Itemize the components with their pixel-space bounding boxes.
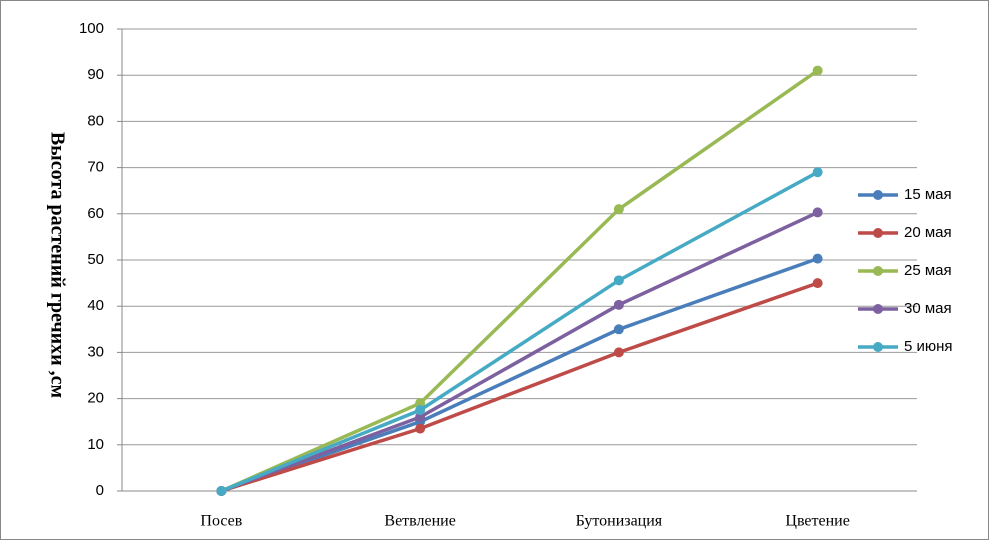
series-line [220, 281, 819, 493]
data-point [812, 207, 823, 218]
x-tick-label: Бутонизация [576, 513, 663, 530]
data-point [415, 412, 426, 423]
legend-label: 5 июня [904, 338, 953, 355]
y-tick-label: 40 [87, 297, 104, 314]
x-tick-label: Посев [200, 513, 242, 530]
x-tick-label: Цветение [785, 513, 849, 530]
legend-label: 30 мая [904, 300, 952, 317]
data-point [613, 275, 624, 286]
data-point [613, 324, 624, 335]
legend-label: 20 мая [904, 224, 952, 241]
data-point [216, 486, 227, 496]
data-point [415, 398, 426, 409]
series-line [220, 170, 819, 493]
data-point [812, 65, 823, 76]
data-point [613, 204, 624, 215]
y-tick-label: 0 [96, 482, 104, 499]
legend-label: 25 мая [904, 262, 952, 279]
data-point [812, 253, 823, 264]
legend-marker [873, 342, 883, 352]
y-tick-label: 10 [87, 436, 104, 453]
y-tick-label: 50 [87, 251, 104, 268]
y-tick-label: 80 [87, 112, 104, 129]
data-point [812, 167, 823, 178]
series-line [220, 210, 819, 493]
data-point [613, 299, 624, 310]
y-tick-label: 90 [87, 66, 104, 83]
data-point [415, 423, 426, 434]
data-point [812, 278, 823, 289]
data-point [415, 405, 426, 416]
y-axis-label: Высота растений гречихи ,см [46, 132, 68, 398]
x-tick-label: Ветвление [384, 513, 455, 530]
series-line [220, 256, 819, 493]
legend-marker [873, 190, 883, 200]
series-line [220, 69, 819, 493]
y-tick-label: 100 [79, 20, 104, 37]
y-tick-label: 30 [87, 343, 104, 360]
legend-label: 15 мая [904, 186, 952, 203]
y-tick-label: 60 [87, 205, 104, 222]
data-point [613, 347, 624, 358]
legend-marker [873, 304, 883, 314]
legend-marker [873, 266, 883, 276]
y-tick-label: 20 [87, 390, 104, 407]
y-tick-label: 70 [87, 159, 104, 176]
legend-marker [873, 228, 883, 238]
